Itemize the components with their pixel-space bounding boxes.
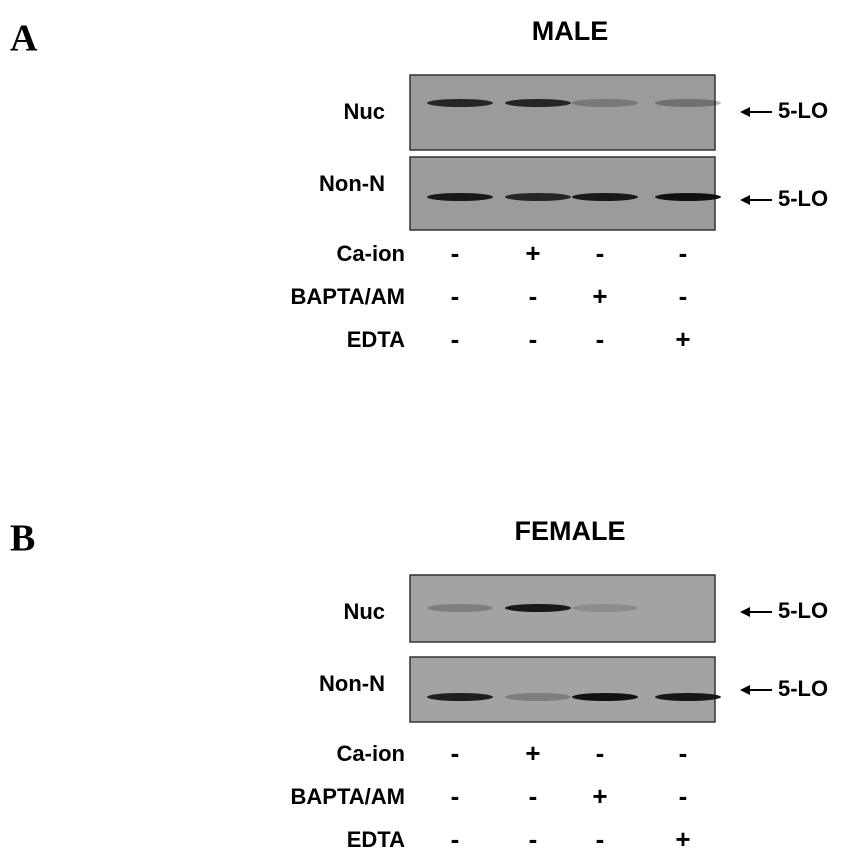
band xyxy=(572,693,638,701)
lane-sign: - xyxy=(679,738,688,768)
lane-sign: - xyxy=(451,738,460,768)
blot-image xyxy=(410,657,715,722)
band xyxy=(572,193,638,201)
marker-arrowhead xyxy=(740,195,750,205)
marker-arrowhead xyxy=(740,607,750,617)
treatment-label: EDTA xyxy=(347,327,405,352)
blot-label: Non-N xyxy=(319,171,385,196)
lane-sign: + xyxy=(525,238,540,268)
band xyxy=(505,99,571,107)
band xyxy=(427,99,493,107)
treatment-label: EDTA xyxy=(347,827,405,852)
lane-sign: + xyxy=(525,738,540,768)
lane-sign: - xyxy=(451,824,460,853)
lane-sign: - xyxy=(679,281,688,311)
band xyxy=(505,193,571,201)
treatment-label: Ca-ion xyxy=(337,741,405,766)
lane-sign: - xyxy=(596,238,605,268)
marker-arrowhead xyxy=(740,107,750,117)
lane-sign: - xyxy=(451,238,460,268)
band xyxy=(505,604,571,612)
band xyxy=(572,99,638,107)
marker-label: 5-LO xyxy=(778,186,828,211)
treatment-label: BAPTA/AM xyxy=(291,284,405,309)
band xyxy=(505,693,571,701)
blot-label: Non-N xyxy=(319,671,385,696)
treatment-label: Ca-ion xyxy=(337,241,405,266)
panel-label: B xyxy=(10,518,35,560)
marker-label: 5-LO xyxy=(778,98,828,123)
lane-sign: - xyxy=(596,324,605,354)
panel-label: A xyxy=(10,18,38,60)
lane-sign: - xyxy=(596,738,605,768)
lane-sign: - xyxy=(451,781,460,811)
lane-sign: - xyxy=(679,238,688,268)
lane-sign: - xyxy=(529,781,538,811)
band xyxy=(427,693,493,701)
band xyxy=(655,193,721,201)
lane-sign: - xyxy=(529,324,538,354)
lane-sign: - xyxy=(679,781,688,811)
lane-sign: - xyxy=(596,824,605,853)
lane-sign: + xyxy=(592,781,607,811)
band xyxy=(655,99,721,107)
lane-sign: - xyxy=(529,824,538,853)
marker-label: 5-LO xyxy=(778,676,828,701)
panel-title: FEMALE xyxy=(515,516,626,546)
band xyxy=(655,693,721,701)
panel-title: MALE xyxy=(532,16,609,46)
lane-sign: + xyxy=(592,281,607,311)
lane-sign: - xyxy=(451,324,460,354)
blot-label: Nuc xyxy=(343,599,385,624)
figure: A MALE Nuc 5-LO Non-N 5-LO Ca-ion - + - - BAPTA/AM -… xyxy=(0,0,851,853)
treatment-label: BAPTA/AM xyxy=(291,784,405,809)
lane-sign: - xyxy=(529,281,538,311)
lane-sign: + xyxy=(675,324,690,354)
lane-sign: - xyxy=(451,281,460,311)
band xyxy=(427,604,493,612)
band xyxy=(427,193,493,201)
marker-label: 5-LO xyxy=(778,598,828,623)
blot-label: Nuc xyxy=(343,99,385,124)
lane-sign: + xyxy=(675,824,690,853)
blot-image xyxy=(410,75,715,150)
band xyxy=(572,604,638,612)
marker-arrowhead xyxy=(740,685,750,695)
